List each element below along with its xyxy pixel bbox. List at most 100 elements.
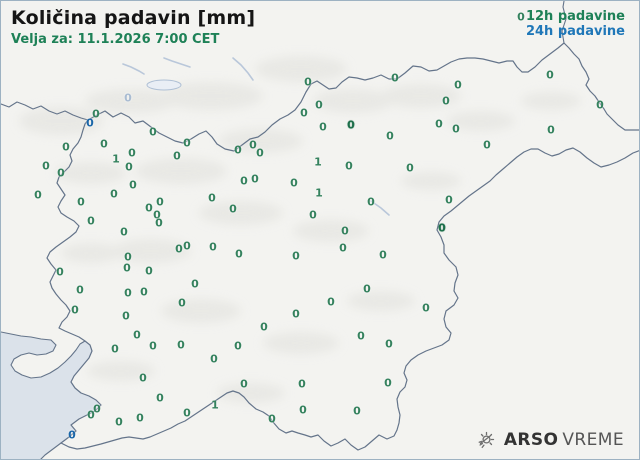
- station-value: 0: [183, 406, 191, 420]
- station-value: 0: [156, 391, 164, 405]
- station-value: 1: [315, 186, 323, 200]
- station-value: 0: [145, 201, 153, 215]
- station-value: 0: [235, 247, 243, 261]
- station-value: 0: [209, 240, 217, 254]
- station-value: 0: [292, 307, 300, 321]
- map-header: Količina padavin [mm] Velja za: 11.1.202…: [11, 7, 255, 47]
- station-value: 0: [353, 404, 361, 418]
- station-value: 0: [183, 239, 191, 253]
- station-value: 0: [133, 328, 141, 342]
- station-value: 0: [76, 283, 84, 297]
- station-value: 0: [173, 149, 181, 163]
- station-value: 0: [234, 339, 242, 353]
- station-value: 0: [290, 176, 298, 190]
- station-value: 0: [406, 161, 414, 175]
- slovenia-border: [46, 42, 639, 451]
- station-value: 0: [92, 107, 100, 121]
- station-value: 0: [125, 160, 133, 174]
- station-value: 0: [129, 178, 137, 192]
- station-value: 1: [112, 152, 120, 166]
- station-value: 0: [319, 120, 327, 134]
- station-value: 0: [93, 402, 101, 416]
- station-value: 0: [240, 174, 248, 188]
- station-value: 0: [363, 282, 371, 296]
- station-value: 0: [517, 10, 525, 24]
- legend-12h: 12h padavine: [525, 9, 625, 24]
- brand-text: ARSO VREME: [504, 430, 624, 450]
- station-value: 0: [145, 264, 153, 278]
- station-value: 0: [136, 411, 144, 425]
- station-value: 0: [315, 98, 323, 112]
- station-value: 0: [341, 224, 349, 238]
- station-value: 0: [300, 106, 308, 120]
- legend: 12h padavine 24h padavine: [526, 9, 625, 39]
- valid-time-label: Velja za: 11.1.2026 7:00 CET: [11, 32, 220, 47]
- station-value: 0: [327, 295, 335, 309]
- terrain-shading: [19, 56, 581, 403]
- station-value: 0: [123, 261, 131, 275]
- station-value: 0: [438, 221, 446, 235]
- station-value: 0: [175, 242, 183, 256]
- station-value: 0: [256, 146, 264, 160]
- station-value: 0: [149, 125, 157, 139]
- station-value: 0: [191, 277, 199, 291]
- station-value: 0: [128, 146, 136, 160]
- station-value: 1: [314, 155, 322, 169]
- station-value: 0: [208, 191, 216, 205]
- station-value: 0: [56, 265, 64, 279]
- station-value: 0: [292, 249, 300, 263]
- station-value: 0: [100, 137, 108, 151]
- station-value: 0: [153, 208, 161, 222]
- station-value: 0: [86, 116, 94, 130]
- station-value: 0: [379, 248, 387, 262]
- station-value: 0: [483, 138, 491, 152]
- station-value: 0: [110, 187, 118, 201]
- station-value: 0: [435, 117, 443, 131]
- station-value: 0: [234, 143, 242, 157]
- arso-vreme-brand: ARSO VREME: [477, 430, 624, 450]
- station-value: 0: [183, 136, 191, 150]
- station-value: 0: [546, 68, 554, 82]
- station-value: 0: [34, 188, 42, 202]
- station-value: 0: [299, 403, 307, 417]
- station-value: 0: [124, 91, 132, 105]
- station-value: 0: [140, 285, 148, 299]
- brand-regular: VREME: [562, 430, 624, 450]
- station-value: 0: [249, 138, 257, 152]
- station-value: 0: [268, 412, 276, 426]
- neighbour-borders: [1, 1, 567, 459]
- station-value: 0: [62, 140, 70, 154]
- station-value: 0: [445, 193, 453, 207]
- station-value: 0: [547, 123, 555, 137]
- station-value: 0: [87, 408, 95, 422]
- station-value: 0: [347, 118, 355, 132]
- station-value: 0: [260, 320, 268, 334]
- station-value: 0: [68, 428, 76, 442]
- station-value: 0: [357, 329, 365, 343]
- station-value: 0: [240, 377, 248, 391]
- station-value: 0: [178, 296, 186, 310]
- station-value: 0: [309, 208, 317, 222]
- station-value: 0: [384, 376, 392, 390]
- station-value: 0: [124, 250, 132, 264]
- station-value: 0: [115, 415, 123, 429]
- station-value: 0: [111, 342, 119, 356]
- station-value: 0: [422, 301, 430, 315]
- station-value: 0: [596, 98, 604, 112]
- station-value: 0: [339, 241, 347, 255]
- station-value: 0: [454, 78, 462, 92]
- station-value: 0: [177, 338, 185, 352]
- station-value: 0: [304, 75, 312, 89]
- station-value: 0: [367, 195, 375, 209]
- station-value: 0: [391, 71, 399, 85]
- station-value: 0: [124, 286, 132, 300]
- station-value: 0: [71, 303, 79, 317]
- station-value: 0: [442, 94, 450, 108]
- station-value: 0: [139, 371, 147, 385]
- station-value: 0: [452, 122, 460, 136]
- station-value: 0: [229, 202, 237, 216]
- station-value: 0: [210, 352, 218, 366]
- sun-weather-icon: [477, 431, 495, 449]
